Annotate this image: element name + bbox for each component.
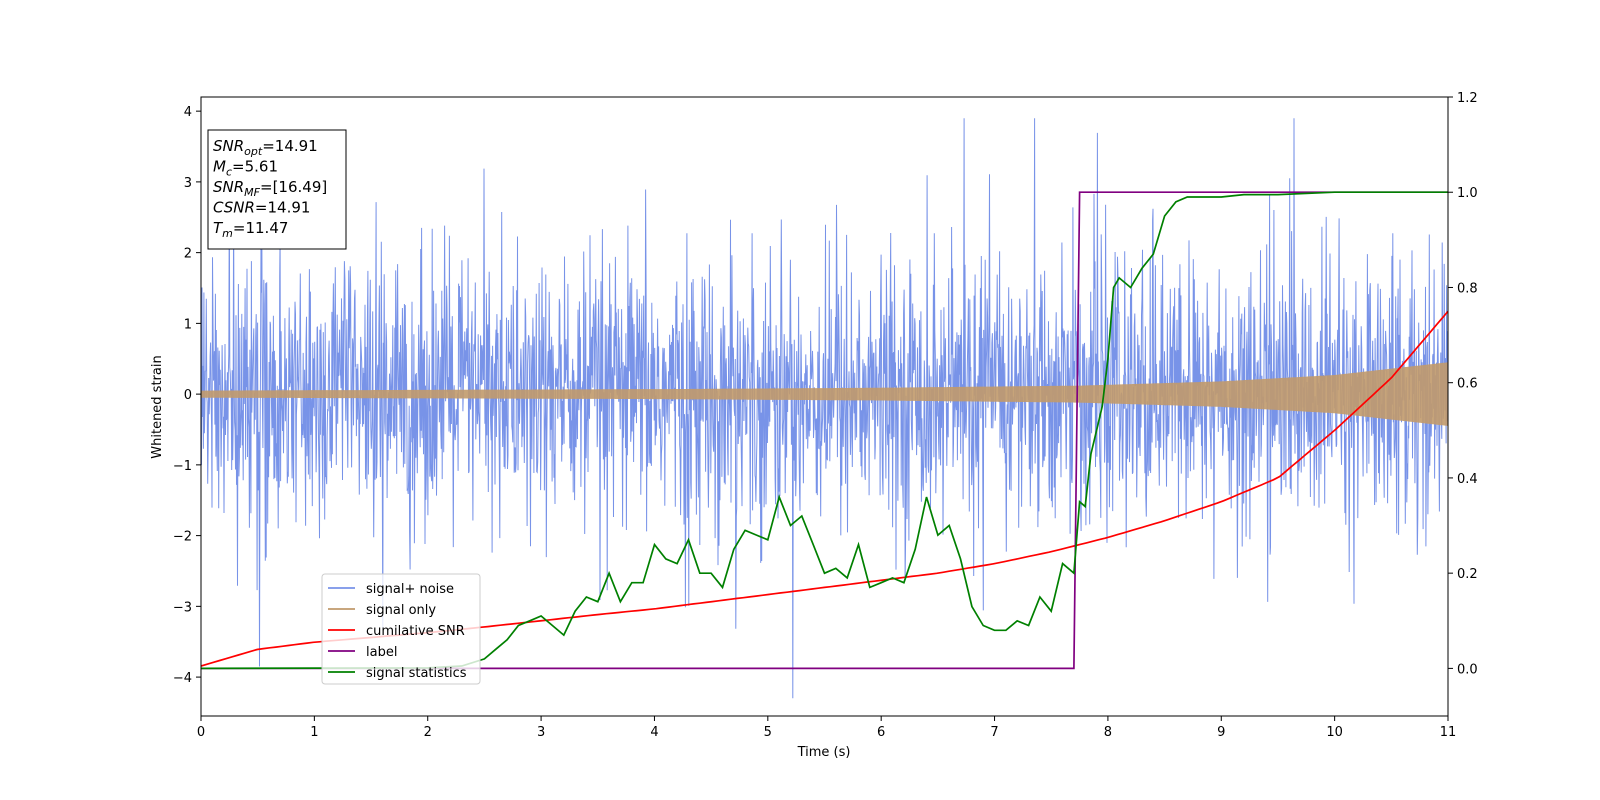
info-value: =14.91 xyxy=(255,199,311,217)
signal-statistics-line xyxy=(201,191,1448,670)
info-value: =5.61 xyxy=(232,158,278,176)
y-tick-label: 3 xyxy=(184,176,192,191)
info-value: =11.47 xyxy=(233,219,289,237)
x-tick-label: 5 xyxy=(764,725,772,740)
x-axis: 0 1 2 3 4 5 6 7 8 9 10 11 xyxy=(197,716,1456,740)
info-subscript: m xyxy=(222,227,233,240)
x-tick-label: 3 xyxy=(537,725,545,740)
x-tick-label: 1 xyxy=(310,725,318,740)
info-subscript: opt xyxy=(244,145,263,158)
y2-tick-label: 1.2 xyxy=(1457,91,1478,106)
info-value: =[16.49] xyxy=(260,178,327,196)
x-tick-label: 10 xyxy=(1326,725,1343,740)
signal-plus-noise-line xyxy=(201,118,1448,699)
x-tick-label: 11 xyxy=(1440,725,1457,740)
signal-only-line xyxy=(201,362,1448,426)
y-axis-right: 1.2 1.0 0.8 0.6 0.4 0.2 0.0 xyxy=(1448,91,1478,677)
y-tick-label: 2 xyxy=(184,247,192,262)
y2-tick-label: 0.4 xyxy=(1457,472,1478,487)
x-tick-label: 4 xyxy=(650,725,658,740)
y-tick-label: −1 xyxy=(173,459,192,474)
y2-tick-label: 0.8 xyxy=(1457,281,1478,296)
label-line xyxy=(201,191,1448,670)
y-tick-label: 1 xyxy=(184,317,192,332)
info-box-line: CSNR=14.91 xyxy=(213,199,310,217)
y-tick-label: −2 xyxy=(173,530,192,545)
legend-label: signal+ noise xyxy=(366,582,454,597)
x-tick-label: 8 xyxy=(1104,725,1112,740)
info-symbol: T xyxy=(213,219,224,237)
info-subscript: c xyxy=(226,166,232,179)
y-tick-label: −4 xyxy=(173,671,192,686)
info-value: =14.91 xyxy=(262,137,318,155)
info-box: SNRopt=14.91Mc=5.61SNRMF=[16.49]CSNR=14.… xyxy=(207,129,347,250)
y-axis-left: 4 3 2 1 0 −1 −2 −3 −4 xyxy=(173,105,201,686)
info-symbol: M xyxy=(213,158,226,176)
legend: signal+ noise signal only cumilative SNR la… xyxy=(321,573,481,685)
y2-tick-label: 0.0 xyxy=(1457,662,1478,677)
info-box-frame xyxy=(207,129,347,250)
series-signal-plus-noise xyxy=(201,118,1448,699)
plot-frame xyxy=(200,96,1449,717)
y2-tick-label: 0.6 xyxy=(1457,377,1478,392)
y-tick-label: 4 xyxy=(184,105,192,120)
y-axis-label: Whitened strain xyxy=(150,355,165,458)
y-tick-label: −3 xyxy=(173,600,192,615)
info-subscript: MF xyxy=(244,186,260,199)
legend-frame xyxy=(321,573,481,685)
legend-label: label xyxy=(366,645,397,660)
x-tick-label: 9 xyxy=(1217,725,1225,740)
info-symbol: SNR xyxy=(213,178,244,196)
legend-label: signal only xyxy=(366,603,436,618)
x-tick-label: 0 xyxy=(197,725,205,740)
x-tick-label: 7 xyxy=(990,725,998,740)
legend-label: signal statistics xyxy=(366,666,467,681)
info-box-line: SNRopt=14.91 xyxy=(213,137,318,158)
y2-tick-label: 0.2 xyxy=(1457,567,1478,582)
info-box-line: Tm=11.47 xyxy=(213,219,288,240)
x-tick-label: 2 xyxy=(424,725,432,740)
x-axis-label: Time (s) xyxy=(797,745,851,760)
info-symbol: CSNR xyxy=(213,199,255,217)
legend-label: cumilative SNR xyxy=(366,624,465,639)
y2-tick-label: 1.0 xyxy=(1457,186,1478,201)
series-signal-statistics xyxy=(201,191,1448,670)
x-tick-label: 6 xyxy=(877,725,885,740)
info-symbol: SNR xyxy=(213,137,244,155)
info-box-line: Mc=5.61 xyxy=(213,158,278,179)
y-tick-label: 0 xyxy=(184,388,192,403)
series-signal-only xyxy=(201,362,1448,426)
series-label xyxy=(201,191,1448,670)
info-box-line: SNRMF=[16.49] xyxy=(213,178,327,199)
